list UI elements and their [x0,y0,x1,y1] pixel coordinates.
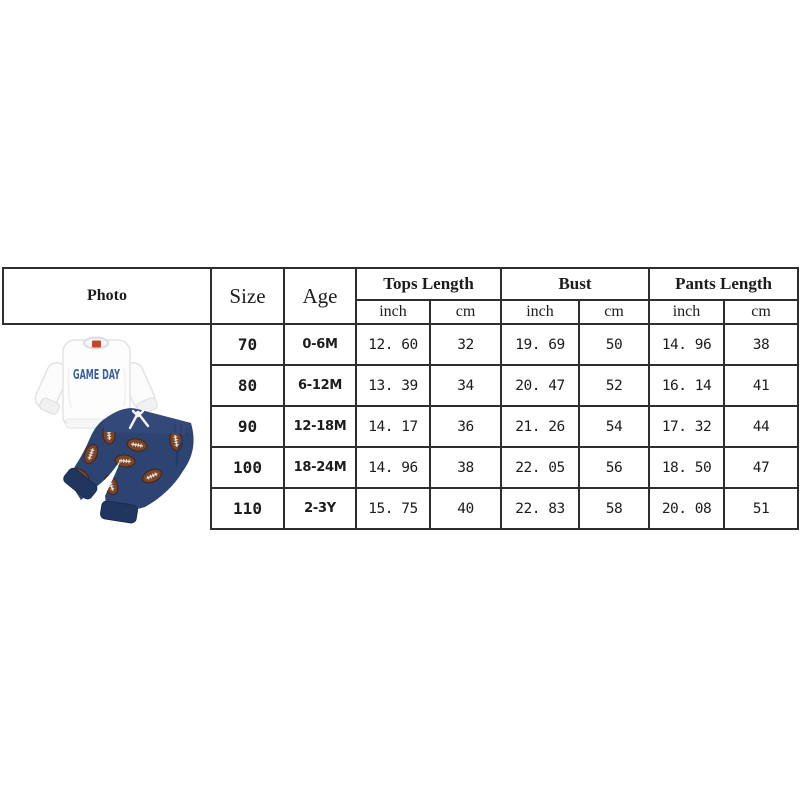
bust-cm-cell: 50 [577,323,651,366]
table-row: 90 12-18M 14. 17 36 21. 26 54 17. 32 44 [3,405,800,448]
bust-inch-cell: 22. 83 [500,487,580,530]
age-cell: 12-18M [283,405,357,448]
header-row-units: inch cm inch cm inch cm [3,299,800,325]
tops-cm-cell: 32 [429,323,502,366]
header-photo: Photo [2,267,212,325]
pants-inch-cell: 18. 50 [648,446,726,489]
pants-inch-cell: 20. 08 [648,487,726,530]
bust-inch-cell: 19. 69 [500,323,580,366]
product-photo: GAME DAY [25,328,220,528]
header-pants-length: Pants Length [648,267,800,301]
tops-inch-cell: 15. 75 [355,487,431,530]
age-cell: 0-6M [283,323,357,366]
bust-cm-cell: 58 [577,487,651,530]
tops-inch-cell: 14. 96 [355,446,431,489]
size-cell: 70 [210,323,285,366]
header-pants-inch: inch [648,299,726,325]
pants-cm-cell: 41 [723,364,800,407]
pants-inch-cell: 17. 32 [648,405,726,448]
table-row: 80 6-12M 13. 39 34 20. 47 52 16. 14 41 [3,364,800,407]
fabric-wrinkles [67,367,127,409]
header-tops-length: Tops Length [355,267,502,301]
pants-waistband [103,408,191,434]
sweatshirt-graphic: GAME DAY [34,336,158,429]
header-bust-inch: inch [500,299,580,325]
pants-cm-cell: 38 [723,323,800,366]
age-cell: 18-24M [283,446,357,489]
bust-cm-cell: 52 [577,364,651,407]
size-cell: 80 [210,364,285,407]
tops-cm-cell: 40 [429,487,502,530]
tops-inch-cell: 12. 60 [355,323,431,366]
pants-cm-cell: 47 [723,446,800,489]
size-cell: 100 [210,446,285,489]
bust-inch-cell: 20. 47 [500,364,580,407]
pocket-seam [175,439,184,467]
tops-cm-cell: 38 [429,446,502,489]
age-cell: 6-12M [283,364,357,407]
header-size: Size [210,267,285,325]
header-bust-cm: cm [577,299,651,325]
size-chart-table: Photo Size Age Tops Length Bust Pants Le… [2,267,800,530]
waistband-ribs [174,424,188,435]
pants-cm-cell: 51 [723,487,800,530]
bust-inch-cell: 22. 05 [500,446,580,489]
pants-left-cuff [63,467,98,500]
pants-inch-cell: 16. 14 [648,364,726,407]
bust-cm-cell: 54 [577,405,651,448]
pants-right-cuff [100,500,138,524]
size-cell: 110 [210,487,285,530]
sweatshirt-left-cuff [39,397,60,415]
pants-inch-cell: 14. 96 [648,323,726,366]
size-cell: 90 [210,405,285,448]
header-tops-inch: inch [355,299,431,325]
drawstring [128,409,150,430]
header-bust: Bust [499,267,651,301]
bust-inch-cell: 21. 26 [500,405,580,448]
header-age: Age [283,267,357,325]
shirt-slogan-text: GAME DAY [73,368,120,383]
pants-cm-cell: 44 [723,405,800,448]
collar-tag [92,340,101,348]
table-row: 100 18-24M 14. 96 38 22. 05 56 18. 50 47 [3,446,800,489]
tops-cm-cell: 34 [429,364,502,407]
table-row: 110 2-3Y 15. 75 40 22. 83 58 20. 08 51 [3,487,800,530]
header-row-groups: Photo Size Age Tops Length Bust Pants Le… [2,267,800,325]
age-cell: 2-3Y [283,487,357,530]
header-tops-cm: cm [429,299,502,325]
header-pants-cm: cm [723,299,800,325]
bust-cm-cell: 56 [577,446,651,489]
tops-inch-cell: 14. 17 [355,405,431,448]
table-row: 70 0-6M 12. 60 32 19. 69 50 14. 96 38 [3,323,800,366]
tops-cm-cell: 36 [429,405,502,448]
tops-inch-cell: 13. 39 [355,364,431,407]
